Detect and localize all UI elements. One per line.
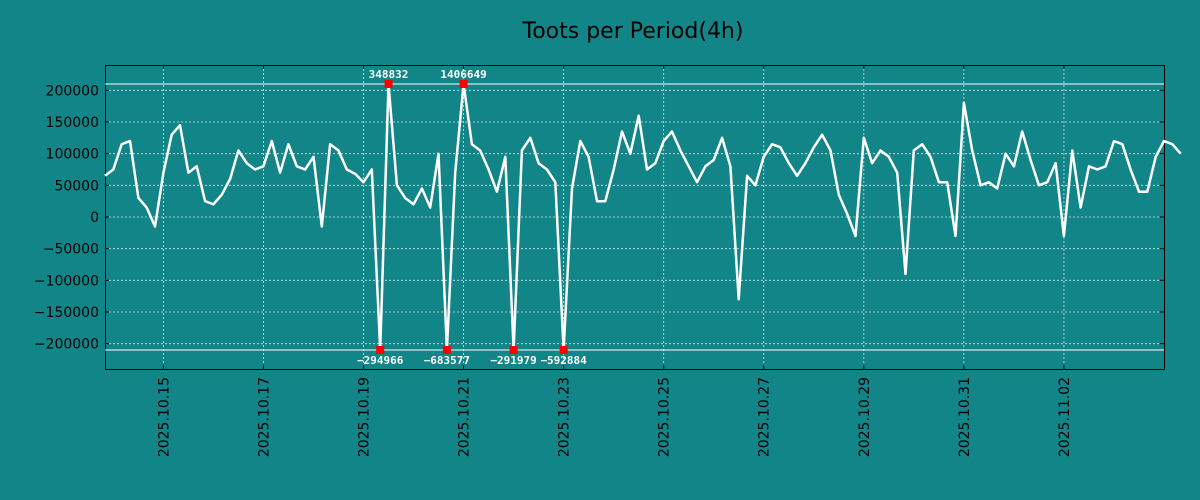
x-tick-label: 2025.10.21 <box>457 377 473 457</box>
clip-marker <box>442 346 451 354</box>
x-tick-label: 2025.10.19 <box>356 377 372 457</box>
markers-group: 348832 1406649 −294966 −683577 −291979 −59288… <box>357 68 587 367</box>
plot-area <box>105 65 1165 370</box>
y-tick-label: −50000 <box>43 242 99 258</box>
y-tick-label: −100000 <box>34 273 99 289</box>
y-axis: 200000 150000 100000 50000 0 −50000 −100000 −15… <box>34 83 1164 353</box>
x-tick-label: 2025.10.25 <box>657 377 673 457</box>
x-tick-label: 2025.11.02 <box>1057 377 1073 457</box>
x-tick-label: 2025.10.17 <box>256 377 272 457</box>
grid <box>105 65 1164 369</box>
y-tick-label: 50000 <box>54 178 99 194</box>
x-tick-label: 2025.10.27 <box>757 377 773 457</box>
y-tick-label: −150000 <box>34 305 99 321</box>
y-tick-label: 200000 <box>46 83 99 99</box>
clip-marker <box>384 80 393 88</box>
y-tick-label: 0 <box>90 210 99 226</box>
y-tick-label: 150000 <box>46 115 99 131</box>
series-group <box>104 82 1182 352</box>
clip-marker <box>376 346 385 354</box>
clip-marker <box>509 346 518 354</box>
y-tick-label: 100000 <box>46 147 99 163</box>
y-tick-label: −200000 <box>34 337 99 353</box>
clip-marker-label: 1406649 <box>440 68 486 81</box>
clip-marker-label: −291979 <box>490 354 536 367</box>
clip-marker-label: −294966 <box>357 354 404 367</box>
x-tick-label: 2025.10.31 <box>957 377 973 457</box>
clip-marker-label: −683577 <box>424 354 470 367</box>
clip-marker <box>459 80 468 88</box>
clip-marker <box>559 346 568 354</box>
series-line <box>104 82 1182 352</box>
x-tick-label: 2025.10.29 <box>857 377 873 457</box>
clip-marker-label: 348832 <box>369 68 409 81</box>
chart-title: Toots per Period(4h) <box>522 19 744 44</box>
clip-lines <box>105 83 1164 351</box>
x-axis: 2025.10.15 2025.10.17 2025.10.19 2025.10.21… <box>156 65 1073 457</box>
clip-marker-label: −592884 <box>540 354 587 367</box>
x-tick-label: 2025.10.23 <box>557 377 573 457</box>
x-tick-label: 2025.10.15 <box>156 377 172 457</box>
